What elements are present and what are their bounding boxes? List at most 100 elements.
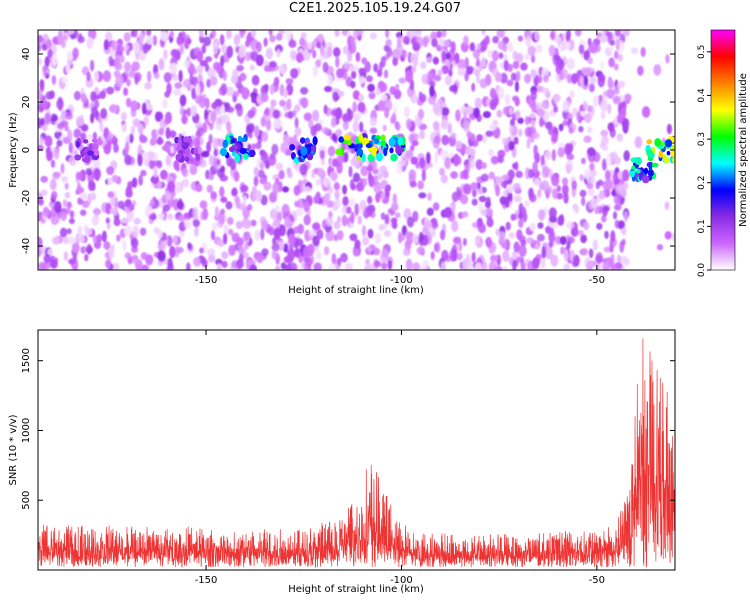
heatmap-cell — [613, 194, 621, 205]
heatmap-cell — [146, 30, 152, 37]
heatmap-cell — [574, 204, 579, 214]
heatmap-cell — [271, 243, 280, 252]
heatmap-cell — [39, 136, 44, 146]
heatmap-cell — [196, 50, 204, 62]
heatmap-cell — [305, 257, 313, 268]
heatmap-cell — [656, 244, 664, 251]
heatmap-cell — [328, 264, 336, 270]
heatmap-cell — [653, 64, 662, 76]
heatmap-cell — [131, 246, 139, 253]
heatmap-cell — [226, 86, 235, 97]
heatmap-cell — [502, 106, 511, 116]
colorbar-tick-label: 0.3 — [697, 132, 707, 146]
heatmap-cell — [94, 71, 99, 82]
heatmap-cell — [383, 229, 392, 238]
heatmap-cell — [600, 110, 606, 120]
heatmap-cell — [137, 123, 144, 134]
heatmap-cell — [604, 230, 609, 239]
heatmap-feature — [645, 135, 675, 164]
heatmap-cell — [336, 161, 343, 174]
heatmap-cell — [463, 110, 468, 122]
heatmap-cell — [391, 112, 397, 124]
heatmap-feature-cell — [365, 143, 373, 149]
heatmap-cell — [282, 88, 288, 99]
heatmap-cell — [357, 102, 366, 114]
heatmap-cell — [599, 100, 609, 112]
heatmap-feature-cell — [647, 169, 654, 177]
heatmap-cell — [588, 169, 597, 178]
heatmap-cell — [228, 228, 234, 236]
heatmap-cell — [201, 44, 206, 54]
heatmap-cell — [237, 247, 246, 255]
heatmap-cell — [518, 244, 527, 257]
heatmap-cell — [490, 155, 499, 165]
heatmap-cell — [614, 50, 619, 60]
heatmap-cell — [393, 89, 402, 100]
heatmap-cell — [405, 258, 413, 270]
heatmap-cell — [220, 55, 225, 67]
heatmap-cell — [447, 122, 452, 134]
heatmap-cell — [125, 185, 133, 197]
heatmap-cell — [533, 144, 538, 156]
heatmap-cell — [614, 30, 621, 37]
heatmap-cell — [192, 206, 199, 220]
heatmap-cell — [441, 50, 446, 62]
heatmap-cell — [599, 34, 609, 43]
heatmap-cell — [432, 56, 439, 65]
heatmap-cell — [73, 90, 81, 101]
heatmap-cell — [173, 161, 180, 171]
heatmap-feature-cell — [670, 150, 675, 157]
heatmap-cell — [109, 195, 116, 207]
heatmap-feature-cell — [371, 148, 377, 157]
heatmap-cell — [456, 186, 461, 197]
heatmap-feature-cell — [672, 156, 675, 164]
heatmap-cell — [233, 170, 240, 182]
heatmap-cell — [571, 180, 577, 190]
heatmap-cell — [85, 168, 93, 176]
heatmap-cell — [489, 87, 497, 99]
heatmap-cell — [450, 171, 458, 179]
heatmap-cell — [394, 212, 401, 219]
heatmap-cell — [512, 259, 519, 268]
heatmap-cell — [238, 48, 245, 59]
heatmap-cell — [260, 228, 265, 241]
heatmap-cell — [286, 220, 294, 228]
heatmap-cell — [116, 44, 125, 54]
heatmap-cell — [383, 69, 389, 79]
heatmap-cell — [52, 216, 60, 224]
heatmap-cell — [431, 221, 439, 229]
heatmap-feature-cell — [87, 150, 94, 156]
heatmap-cell — [113, 217, 121, 227]
heatmap-cell — [247, 109, 255, 119]
heatmap-cell — [623, 150, 630, 162]
heatmap-cell — [517, 35, 524, 42]
heatmap-cell — [526, 137, 531, 149]
heatmap-cell — [349, 65, 355, 72]
heatmap-cell — [570, 227, 579, 237]
heatmap-cell — [462, 169, 469, 177]
heatmap-cell — [369, 32, 377, 40]
heatmap-cell — [62, 199, 68, 208]
heatmap-cell — [293, 185, 301, 196]
heatmap-cell — [620, 227, 627, 236]
heatmap-cell — [167, 213, 173, 220]
heatmap-cell — [634, 136, 643, 149]
heatmap-cell — [563, 249, 569, 262]
heatmap-cell — [303, 186, 312, 194]
heatmap-cell — [256, 41, 262, 53]
heatmap-cell — [287, 110, 294, 119]
snr-series — [38, 338, 675, 568]
heatmap-cell — [580, 234, 587, 244]
heatmap-cell — [268, 191, 278, 203]
heatmap-cell — [189, 163, 198, 176]
heatmap-cell — [99, 90, 106, 100]
heatmap-feature-cell — [663, 156, 670, 164]
heatmap-cell — [57, 122, 64, 130]
heatmap-cell — [412, 262, 421, 270]
heatmap-cell — [242, 195, 248, 205]
heatmap-cell — [484, 201, 491, 209]
heatmap-cell — [226, 30, 232, 40]
heatmap-feature — [220, 133, 256, 163]
heatmap-cell — [417, 180, 425, 190]
heatmap-cell — [321, 127, 330, 135]
